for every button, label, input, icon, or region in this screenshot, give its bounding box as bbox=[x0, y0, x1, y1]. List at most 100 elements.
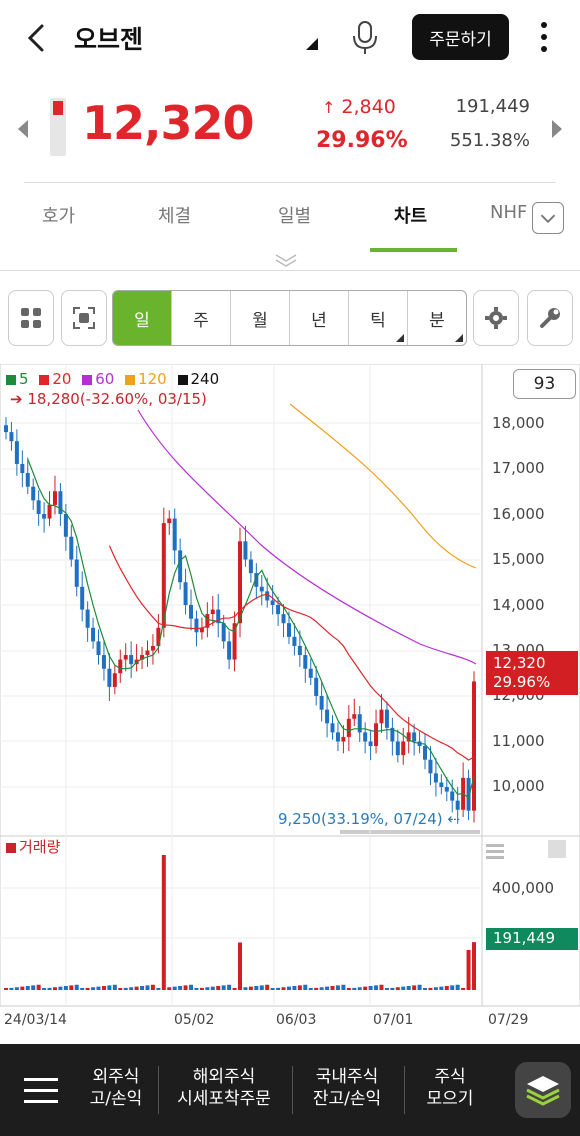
candle bbox=[145, 650, 150, 656]
stock-dropdown-icon[interactable] bbox=[306, 38, 318, 50]
candle bbox=[384, 709, 389, 728]
period-week[interactable]: 주 bbox=[172, 291, 231, 345]
volume-bar bbox=[74, 984, 79, 990]
volume-bar bbox=[276, 987, 281, 990]
back-icon[interactable] bbox=[22, 22, 50, 54]
quote-panel: 12,320 ↑ 2,840 29.96% 191,449 551.38% bbox=[0, 80, 580, 180]
candle bbox=[259, 586, 264, 592]
candle bbox=[14, 441, 19, 464]
volume-bar bbox=[308, 988, 313, 990]
candle bbox=[297, 645, 302, 656]
stock-name[interactable]: 오브젠 bbox=[74, 25, 144, 54]
ma20-line bbox=[108, 545, 475, 761]
volume-bar bbox=[270, 988, 275, 990]
volume-bar bbox=[107, 985, 112, 990]
prev-stock-arrow-icon[interactable] bbox=[18, 120, 28, 138]
chart-settings-button[interactable] bbox=[473, 290, 519, 346]
volume-bar bbox=[227, 984, 232, 990]
legend-ma20: 20 bbox=[39, 370, 71, 388]
candle bbox=[281, 614, 286, 624]
candle bbox=[74, 559, 79, 587]
volume-bar bbox=[455, 984, 460, 990]
price-chart[interactable]: 5 20 60 120 240 ➔ 18,280(-32.60%, 03/15)… bbox=[0, 364, 580, 1038]
ma5-line bbox=[27, 459, 475, 800]
layers-button[interactable] bbox=[515, 1062, 571, 1118]
more-menu-icon[interactable] bbox=[534, 20, 554, 54]
y-tick: 18,000 bbox=[492, 414, 545, 432]
y-tick: 15,000 bbox=[492, 550, 545, 568]
x-tick: 07/01 bbox=[373, 1012, 414, 1028]
volume-bar bbox=[254, 986, 259, 990]
volume-bar bbox=[406, 986, 411, 990]
candle bbox=[140, 655, 145, 660]
candle bbox=[439, 782, 444, 787]
candle bbox=[357, 714, 362, 733]
next-stock-arrow-icon[interactable] bbox=[552, 120, 562, 138]
tab-nh[interactable]: NHF bbox=[490, 202, 528, 223]
grid-layout-button[interactable] bbox=[8, 290, 54, 346]
period-month[interactable]: 월 bbox=[231, 291, 290, 345]
tab-expand-icon[interactable] bbox=[532, 202, 564, 234]
tab-daily[interactable]: 일별 bbox=[278, 206, 312, 227]
nav-foreign-balance[interactable]: 외주식 고/손익 bbox=[89, 1067, 143, 1109]
volume-bar bbox=[69, 985, 74, 990]
volume-bar bbox=[205, 987, 210, 990]
candlestick-chart[interactable] bbox=[0, 364, 580, 1038]
candle bbox=[25, 473, 30, 487]
volume-bar bbox=[25, 986, 30, 990]
volume-bar bbox=[428, 987, 433, 990]
microphone-icon[interactable] bbox=[350, 20, 380, 56]
volume-bar bbox=[172, 986, 177, 990]
candle bbox=[401, 741, 406, 756]
candle bbox=[433, 773, 438, 783]
menu-icon[interactable] bbox=[24, 1078, 58, 1104]
volume-bar bbox=[325, 986, 330, 990]
candle bbox=[472, 681, 476, 811]
chart-tools-button[interactable] bbox=[527, 290, 573, 346]
candle bbox=[314, 677, 319, 696]
candle bbox=[379, 709, 384, 724]
fullscreen-button[interactable] bbox=[61, 290, 107, 346]
candle bbox=[303, 655, 308, 669]
price-change: ↑ 2,840 bbox=[322, 96, 396, 118]
x-tick: 05/02 bbox=[174, 1012, 215, 1028]
candle bbox=[368, 741, 373, 747]
period-day[interactable]: 일 bbox=[113, 291, 172, 345]
candle bbox=[47, 504, 52, 519]
bottom-navigation: 외주식 고/손익 해외주식 시세포착주문 국내주식 잔고/손익 주식 모으기 bbox=[0, 1044, 580, 1136]
candle bbox=[227, 641, 232, 660]
volume-percent: 551.38% bbox=[449, 130, 530, 151]
candle bbox=[9, 432, 14, 442]
period-minute[interactable]: 분 bbox=[408, 291, 466, 345]
up-arrow-icon: ↑ bbox=[322, 98, 336, 117]
y-tick: 11,000 bbox=[492, 732, 545, 750]
candle bbox=[374, 723, 379, 747]
nav-stock-collect[interactable]: 주식 모으기 bbox=[426, 1067, 474, 1109]
candle bbox=[101, 655, 106, 669]
volume-bar bbox=[444, 986, 449, 990]
volume-bar bbox=[259, 985, 264, 990]
volume-bar bbox=[412, 985, 417, 990]
candle bbox=[123, 655, 128, 660]
tab-trades[interactable]: 체결 bbox=[158, 206, 192, 227]
candle bbox=[52, 491, 57, 505]
candle bbox=[216, 609, 221, 624]
candle bbox=[199, 627, 204, 633]
volume-close-icon bbox=[548, 840, 566, 858]
candle bbox=[450, 791, 455, 801]
nav-foreign-price-order[interactable]: 해외주식 시세포착주문 bbox=[177, 1067, 271, 1109]
candle-count-box[interactable]: 93 bbox=[513, 369, 576, 399]
volume-bar bbox=[9, 987, 14, 990]
tab-orderbook[interactable]: 호가 bbox=[42, 206, 76, 227]
volume-bar bbox=[292, 986, 297, 990]
collapse-chevron-icon[interactable] bbox=[272, 252, 300, 268]
tab-chart[interactable]: 차트 bbox=[394, 206, 428, 227]
period-tick[interactable]: 틱 bbox=[349, 291, 408, 345]
volume-bar bbox=[243, 987, 248, 990]
period-year[interactable]: 년 bbox=[290, 291, 349, 345]
order-button[interactable]: 주문하기 bbox=[412, 14, 509, 60]
nav-domestic-balance[interactable]: 국내주식 잔고/손익 bbox=[312, 1067, 382, 1109]
volume-bar bbox=[330, 986, 335, 990]
volume-bar bbox=[199, 987, 204, 990]
volume-bar bbox=[20, 986, 25, 990]
